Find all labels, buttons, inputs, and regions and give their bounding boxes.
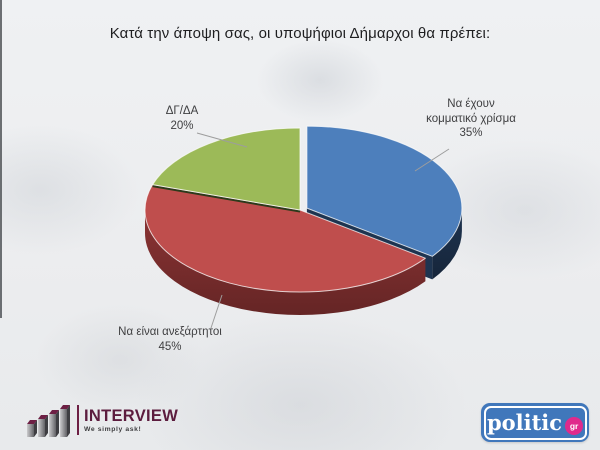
bar-chart-icon	[27, 405, 70, 437]
slice-label-pct: 35%	[459, 127, 483, 139]
pie-slice-top	[152, 127, 301, 211]
politic-logo-ring	[483, 405, 587, 440]
slice-label-text: ΔΓ/ΔΑ	[165, 105, 199, 117]
leader-line	[210, 294, 223, 329]
politic-logo: politic gr	[481, 403, 589, 442]
chart-title: Κατά την άποψη σας, οι υποψήφιοι Δήμαρχο…	[109, 25, 491, 42]
pie-slice-top	[306, 125, 463, 257]
slice-label-party-endorsement: Να έχουν κομματικό χρίσμα 35%	[421, 97, 521, 141]
slice-label-pct: 20%	[170, 119, 194, 132]
slice-boundary-shadow	[152, 185, 301, 213]
gr-badge: gr	[565, 416, 584, 435]
logo-divider	[77, 405, 79, 435]
pie-slice-rim	[145, 210, 426, 315]
interview-name: INTERVIEW	[84, 406, 179, 425]
slice-label-text: Να έχουν κομματικό χρίσμα	[426, 98, 516, 125]
bar-2	[38, 415, 48, 437]
interview-logo-text: INTERVIEW We simply ask!	[84, 406, 179, 433]
bar-4	[60, 405, 70, 437]
bar-1	[27, 420, 37, 437]
interview-tagline: We simply ask!	[84, 425, 142, 433]
politic-logo-text: politic gr	[481, 403, 589, 442]
leader-line	[414, 148, 450, 172]
slice-label-text: Να είναι ανεξάρτητοι	[118, 326, 222, 338]
left-edge-line	[0, 0, 2, 318]
politic-name: politic	[486, 410, 563, 435]
interview-logo: INTERVIEW We simply ask!	[27, 401, 178, 439]
pie-tops	[144, 125, 463, 293]
bar-3	[49, 410, 59, 437]
leader-line	[196, 132, 248, 148]
slice-label-independent: Να είναι ανεξάρτητοι 45%	[95, 325, 245, 354]
slice-label-pct: 45%	[158, 340, 182, 353]
slice-label-dont-know: ΔΓ/ΔΑ 20%	[132, 104, 232, 133]
pie-slice-top	[144, 184, 426, 293]
